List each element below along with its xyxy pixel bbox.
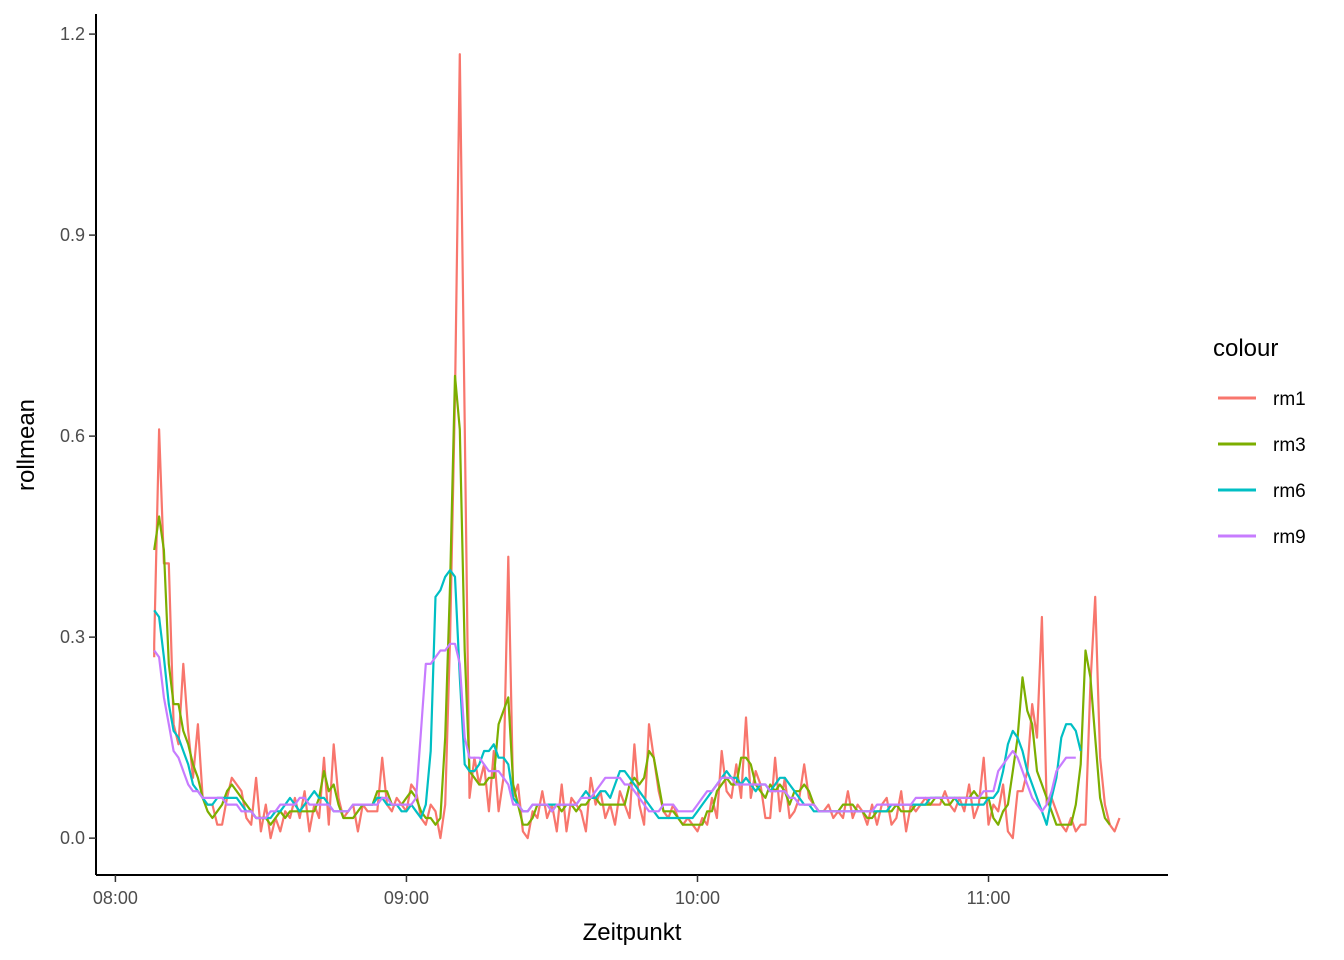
legend-label-rm1: rm1	[1273, 389, 1306, 410]
y-axis-title: rollmean	[13, 399, 40, 491]
y-tick-label: 0.3	[60, 627, 85, 647]
y-tick-label: 0.0	[60, 828, 85, 848]
x-tick-label: 11:00	[967, 888, 1011, 908]
legend-label-rm6: rm6	[1273, 481, 1306, 502]
x-tick-label: 10:00	[675, 888, 720, 908]
legend-label-rm9: rm9	[1273, 527, 1306, 548]
y-tick-label: 1.2	[60, 24, 85, 44]
y-tick-label: 0.9	[60, 225, 85, 245]
x-tick-label: 09:00	[384, 888, 429, 908]
series-line-rm6	[153, 569, 1082, 826]
x-axis-title: Zeitpunkt	[583, 919, 682, 946]
series-line-rm1	[153, 53, 1121, 840]
y-axis-ticks: 0.0 0.3 0.6 0.9 1.2	[60, 24, 96, 848]
x-tick-label: 08:00	[93, 888, 138, 908]
legend: colour rm1 rm3 rm6 rm9	[1213, 335, 1306, 548]
legend-label-rm3: rm3	[1273, 435, 1306, 456]
x-axis-ticks: 08:00 09:00 10:00 11:00	[93, 875, 1011, 908]
legend-title: colour	[1213, 335, 1278, 362]
y-tick-label: 0.6	[60, 426, 85, 446]
series-line-rm9	[153, 642, 1076, 820]
series-line-rm3	[153, 374, 1111, 826]
plot-lines	[153, 53, 1121, 840]
